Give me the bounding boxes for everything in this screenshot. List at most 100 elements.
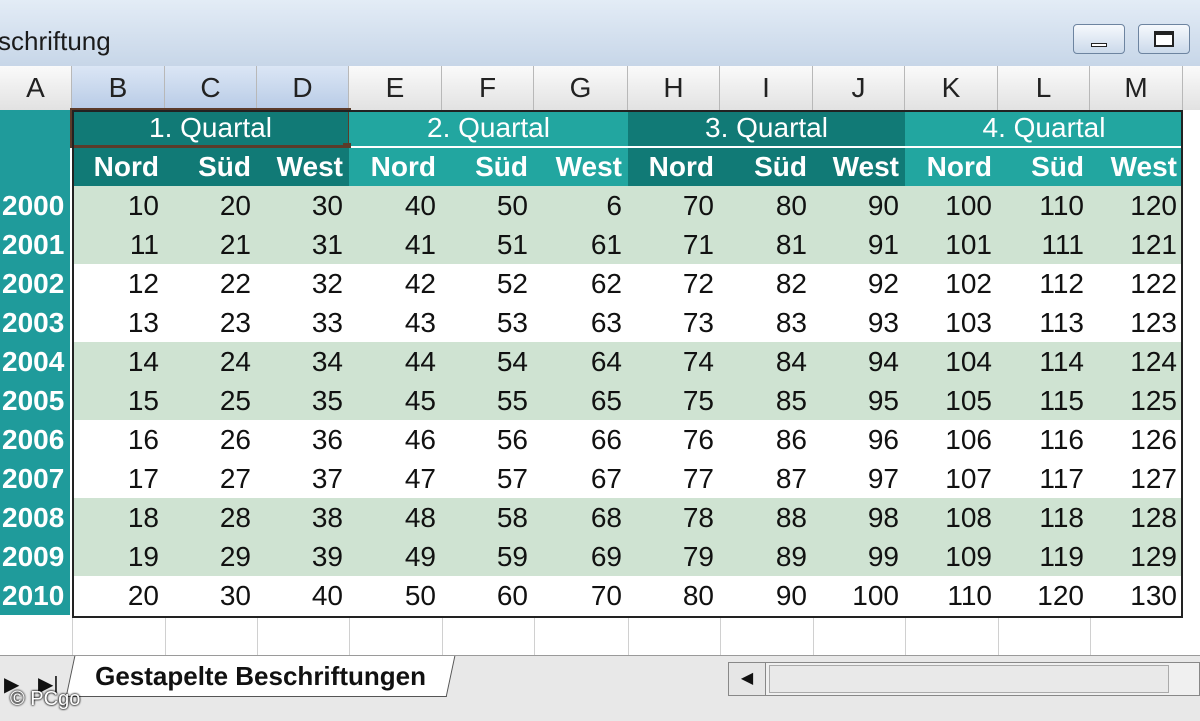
table-cell[interactable]: 50 [404, 580, 436, 611]
table-cell[interactable]: 115 [1039, 385, 1084, 416]
row-header-year[interactable]: 2007 [0, 459, 70, 498]
table-cell[interactable]: 121 [1130, 229, 1177, 260]
table-cell[interactable]: 81 [775, 229, 807, 260]
column-header-i[interactable]: I [720, 66, 813, 110]
table-cell[interactable]: 76 [682, 424, 714, 455]
column-header-d[interactable]: D [257, 66, 349, 110]
region-header[interactable]: Süd [442, 148, 534, 186]
table-cell[interactable]: 86 [775, 424, 807, 455]
table-cell[interactable]: 106 [945, 424, 992, 455]
table-cell[interactable]: 113 [1039, 307, 1084, 338]
table-cell[interactable]: 23 [219, 307, 251, 338]
table-cell[interactable]: 105 [945, 385, 992, 416]
table-cell[interactable]: 70 [590, 580, 622, 611]
column-header-g[interactable]: G [534, 66, 628, 110]
row-header-year[interactable]: 2006 [0, 420, 70, 459]
table-cell[interactable]: 25 [219, 385, 251, 416]
column-header-h[interactable]: H [628, 66, 720, 110]
table-cell[interactable]: 43 [404, 307, 436, 338]
table-cell[interactable]: 93 [867, 307, 899, 338]
table-cell[interactable]: 24 [219, 346, 251, 377]
table-cell[interactable]: 52 [496, 268, 528, 299]
table-cell[interactable]: 90 [867, 190, 899, 221]
table-cell[interactable]: 97 [867, 463, 899, 494]
table-cell[interactable]: 120 [1037, 580, 1084, 611]
table-cell[interactable]: 42 [404, 268, 436, 299]
row-header-year[interactable]: 2003 [0, 303, 70, 342]
table-cell[interactable]: 83 [775, 307, 807, 338]
table-cell[interactable]: 16 [127, 424, 159, 455]
table-cell[interactable]: 90 [775, 580, 807, 611]
quarter-header-4[interactable]: 4. Quartal [905, 110, 1183, 146]
minimize-button[interactable] [1073, 24, 1125, 54]
table-cell[interactable]: 54 [496, 346, 528, 377]
column-header-m[interactable]: M [1090, 66, 1183, 110]
table-cell[interactable]: 61 [590, 229, 622, 260]
column-header-k[interactable]: K [905, 66, 998, 110]
table-cell[interactable]: 103 [945, 307, 992, 338]
table-cell[interactable]: 88 [775, 502, 807, 533]
sheet-tab-active[interactable]: Gestapelte Beschriftungen [65, 656, 456, 697]
table-cell[interactable]: 12 [127, 268, 159, 299]
table-cell[interactable]: 26 [219, 424, 251, 455]
table-cell[interactable]: 6 [606, 190, 622, 221]
table-cell[interactable]: 73 [682, 307, 714, 338]
table-cell[interactable]: 21 [219, 229, 251, 260]
table-cell[interactable]: 22 [219, 268, 251, 299]
table-cell[interactable]: 27 [219, 463, 251, 494]
quarter-header-3[interactable]: 3. Quartal [628, 110, 905, 146]
table-cell[interactable]: 45 [404, 385, 436, 416]
table-cell[interactable]: 127 [1130, 463, 1177, 494]
table-cell[interactable]: 112 [1039, 268, 1084, 299]
table-cell[interactable]: 67 [590, 463, 622, 494]
table-cell[interactable]: 124 [1130, 346, 1177, 377]
horizontal-scrollbar[interactable]: ◀ [728, 662, 1200, 696]
column-header-l[interactable]: L [998, 66, 1090, 110]
region-header[interactable]: Süd [165, 148, 257, 186]
region-header[interactable]: West [257, 148, 349, 186]
table-cell[interactable]: 60 [496, 580, 528, 611]
table-cell[interactable]: 110 [947, 580, 992, 611]
table-cell[interactable]: 122 [1130, 268, 1177, 299]
region-header[interactable]: Nord [72, 148, 165, 186]
row-header-year[interactable]: 2004 [0, 342, 70, 381]
table-cell[interactable]: 79 [682, 541, 714, 572]
table-cell[interactable]: 40 [311, 580, 343, 611]
row-header-year[interactable]: 2000 [0, 186, 70, 225]
table-cell[interactable]: 20 [219, 190, 251, 221]
table-cell[interactable]: 123 [1130, 307, 1177, 338]
table-cell[interactable]: 64 [590, 346, 622, 377]
table-cell[interactable]: 30 [219, 580, 251, 611]
table-cell[interactable]: 119 [1039, 541, 1084, 572]
region-header[interactable]: Nord [628, 148, 720, 186]
table-cell[interactable]: 71 [682, 229, 714, 260]
table-cell[interactable]: 55 [496, 385, 528, 416]
table-cell[interactable]: 84 [775, 346, 807, 377]
scrollbar-thumb[interactable] [769, 665, 1169, 693]
table-cell[interactable]: 32 [311, 268, 343, 299]
table-cell[interactable]: 96 [867, 424, 899, 455]
table-cell[interactable]: 101 [945, 229, 992, 260]
column-header-f[interactable]: F [442, 66, 534, 110]
table-cell[interactable]: 51 [496, 229, 528, 260]
table-cell[interactable]: 110 [1039, 190, 1084, 221]
table-cell[interactable]: 10 [127, 190, 159, 221]
table-cell[interactable]: 38 [311, 502, 343, 533]
table-cell[interactable]: 15 [127, 385, 159, 416]
table-cell[interactable]: 128 [1130, 502, 1177, 533]
table-cell[interactable]: 46 [404, 424, 436, 455]
table-cell[interactable]: 63 [590, 307, 622, 338]
table-cell[interactable]: 59 [496, 541, 528, 572]
next-sheet-icon[interactable]: ▶ [4, 674, 20, 696]
table-cell[interactable]: 80 [682, 580, 714, 611]
region-header[interactable]: West [813, 148, 905, 186]
table-cell[interactable]: 17 [127, 463, 159, 494]
table-cell[interactable]: 11 [129, 229, 159, 260]
fill-handle[interactable] [343, 143, 351, 151]
table-cell[interactable]: 85 [775, 385, 807, 416]
spreadsheet-grid[interactable]: 1. Quartal 2. Quartal 3. Quartal 4. Quar… [0, 108, 1200, 657]
table-cell[interactable]: 47 [404, 463, 436, 494]
table-cell[interactable]: 77 [682, 463, 714, 494]
table-cell[interactable]: 109 [945, 541, 992, 572]
row-header-year[interactable]: 2005 [0, 381, 70, 420]
